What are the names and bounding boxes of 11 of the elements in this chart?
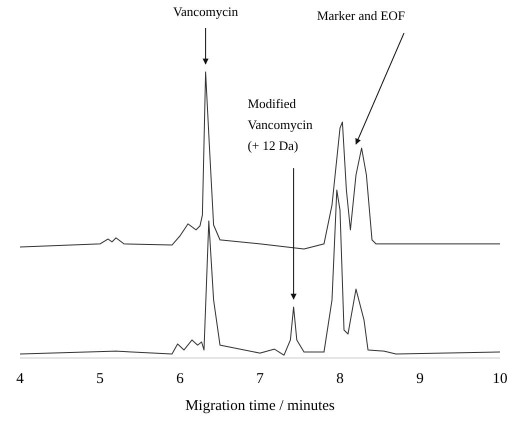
x-tick-label: 8 — [336, 371, 344, 387]
x-tick-label: 9 — [416, 371, 424, 387]
x-axis-title: Migration time / minutes — [185, 398, 335, 414]
x-tick-label: 10 — [492, 371, 508, 387]
x-tick-label: 4 — [16, 371, 24, 387]
annotation: Modified Vancomycin (+ 12 Da) — [248, 96, 314, 154]
annotation: Marker and EOF — [316, 8, 406, 24]
x-tick-label: 7 — [256, 371, 264, 387]
x-tick-label: 5 — [96, 371, 104, 387]
x-tick-label: 6 — [176, 371, 184, 387]
annotation: Vancomycin — [173, 4, 239, 19]
